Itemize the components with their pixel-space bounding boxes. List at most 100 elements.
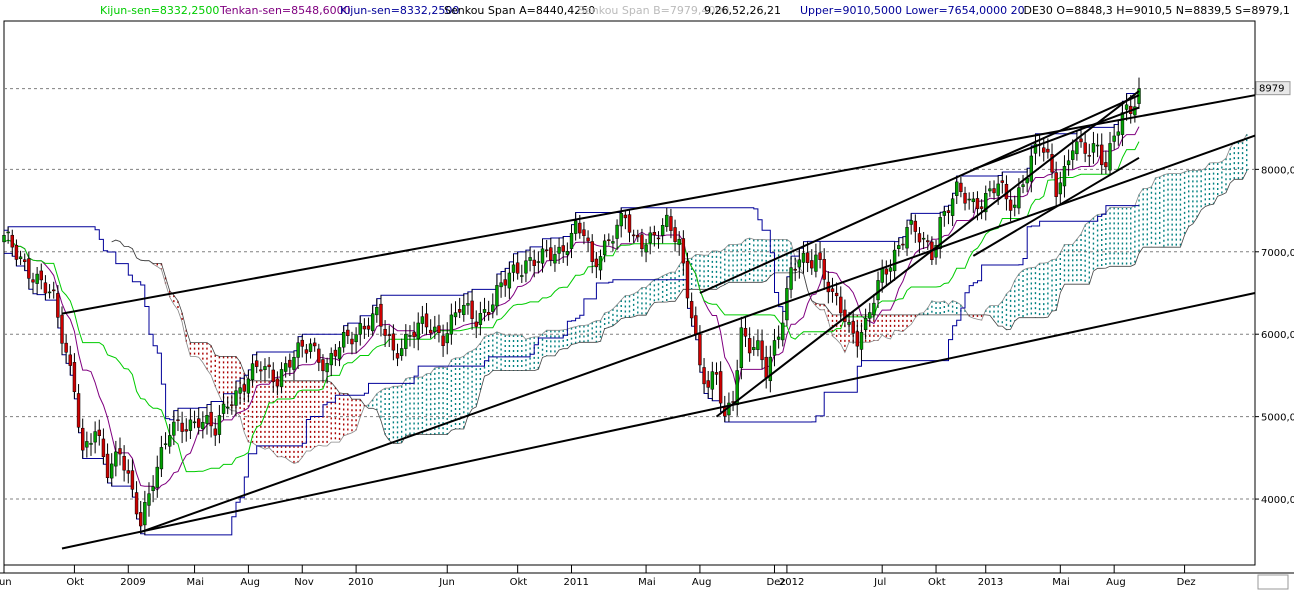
candle-body <box>283 363 288 372</box>
candle-body <box>441 335 445 346</box>
candle <box>10 229 14 257</box>
x-tick-label: 2010 <box>348 577 373 588</box>
candle <box>859 322 864 361</box>
candle <box>942 206 947 227</box>
candle <box>627 209 632 243</box>
y-tick-label: 4000,0 <box>1261 495 1294 506</box>
x-tick-label: 2011 <box>564 577 589 588</box>
candle-body <box>308 343 313 352</box>
candle-body <box>1058 182 1063 195</box>
candle-body <box>760 340 764 361</box>
candle <box>462 293 466 322</box>
candle-body <box>159 447 164 470</box>
candle-body <box>180 422 184 432</box>
candle-body <box>631 234 636 237</box>
candle <box>404 324 408 357</box>
candle <box>1021 174 1025 194</box>
candle-body <box>979 206 984 209</box>
candle-body <box>598 256 603 271</box>
candle-body <box>205 415 209 424</box>
candle <box>221 393 226 420</box>
candle <box>934 239 938 265</box>
candle-body <box>764 356 768 378</box>
candle <box>366 317 371 337</box>
candle-body <box>155 466 159 488</box>
candle <box>743 317 748 347</box>
candle <box>1116 120 1121 146</box>
candle-body <box>602 240 607 256</box>
candle <box>159 435 164 478</box>
candle-body <box>963 192 967 204</box>
candle <box>408 325 412 347</box>
candle <box>499 271 503 298</box>
candle <box>1075 130 1079 161</box>
price-axis: 8000,0 7000,0 6000,0 5000,0 4000,0 <box>1255 165 1294 506</box>
candle-body <box>163 443 168 445</box>
candle <box>963 186 967 211</box>
candle <box>909 213 913 235</box>
candle-body <box>325 363 329 373</box>
candle <box>1071 139 1075 169</box>
candle <box>685 252 690 309</box>
candle <box>946 205 951 225</box>
candle-body <box>346 329 350 337</box>
legend-senkou-b: Senkou Span B=7979,4000 <box>578 4 729 17</box>
candle-body <box>611 241 615 244</box>
candle <box>52 281 56 299</box>
candle <box>437 314 441 343</box>
candle-body <box>27 258 31 279</box>
candle-body <box>805 252 810 263</box>
candle <box>681 230 686 275</box>
candle <box>1058 171 1063 205</box>
candle <box>466 291 470 315</box>
candle-body <box>333 349 338 357</box>
candle-body <box>312 342 317 347</box>
candle-body <box>706 380 710 388</box>
candle <box>955 175 959 204</box>
candle-body <box>565 251 570 255</box>
candle <box>275 371 280 396</box>
candle-body <box>246 378 251 394</box>
candle <box>254 352 259 374</box>
x-tick-label: Mai <box>1052 577 1070 588</box>
candle-body <box>884 268 889 275</box>
candle-body <box>167 435 172 447</box>
candle <box>702 358 706 394</box>
candle-body <box>474 321 478 327</box>
candle <box>263 358 267 381</box>
candle-body <box>275 378 280 387</box>
corner-box <box>1257 574 1289 590</box>
legend-tenkan: Tenkan-sen=8548,6000 <box>219 4 351 17</box>
candle <box>1013 195 1017 217</box>
candle-body <box>288 359 292 368</box>
candle-body <box>192 421 197 424</box>
candle-body <box>466 303 470 306</box>
candle-body <box>428 329 433 334</box>
candle <box>35 266 39 295</box>
candle-body <box>1066 160 1071 166</box>
candle <box>536 251 541 274</box>
candle <box>271 362 275 393</box>
candle-body <box>412 331 416 338</box>
candle-body <box>395 353 400 359</box>
candle <box>68 345 72 376</box>
candle-body <box>10 234 14 248</box>
candle-body <box>225 406 230 409</box>
y-tick-label: 7000,0 <box>1261 248 1294 259</box>
candle <box>267 356 271 379</box>
legend-kijun-left: Kijun-sen=8332,2500 <box>100 4 219 17</box>
candle <box>520 264 524 283</box>
candle-body <box>743 327 748 337</box>
candle <box>321 354 325 382</box>
candle <box>478 301 483 336</box>
candle-body <box>259 369 263 372</box>
candle <box>304 343 309 363</box>
candle <box>370 305 375 337</box>
candle <box>387 325 391 348</box>
candle-body <box>520 275 524 277</box>
candle <box>855 321 860 358</box>
x-tick-label: Nov <box>294 577 314 588</box>
candle-body <box>31 279 35 283</box>
candle <box>56 285 60 328</box>
candle-body <box>503 279 507 286</box>
